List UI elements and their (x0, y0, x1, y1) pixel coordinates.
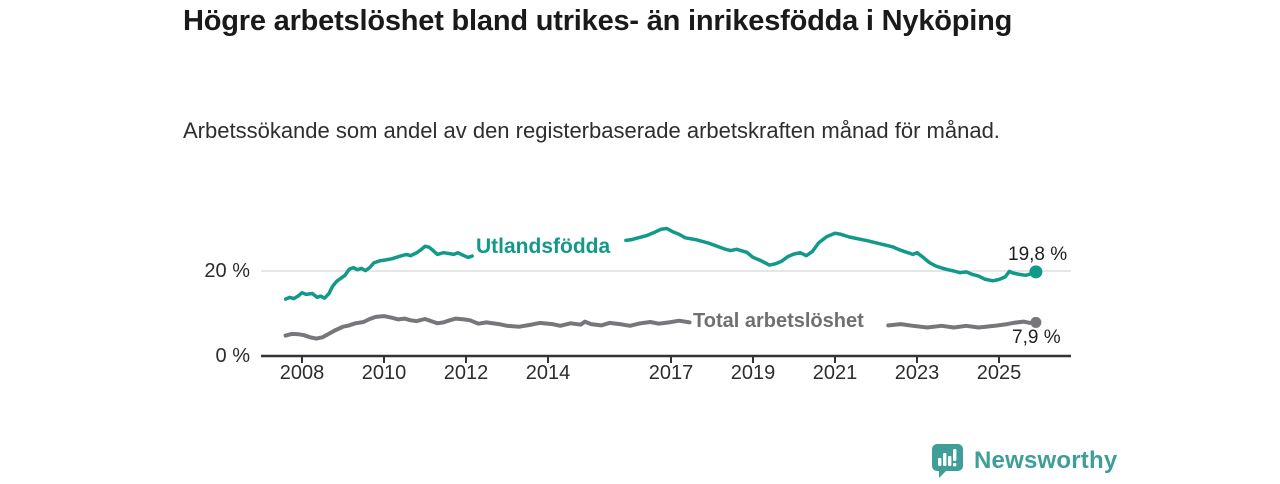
series-label-total-arbetsloshet: Total arbetslöshet (693, 310, 864, 332)
x-tick-label-2023: 2023 (894, 362, 940, 384)
x-tick-label-2014: 2014 (525, 362, 571, 384)
chart-subtitle: Arbetssökande som andel av den registerb… (183, 118, 1000, 143)
x-tick-label-2012: 2012 (443, 362, 489, 384)
x-tick-label-2010: 2010 (361, 362, 407, 384)
y-axis-label-20: 20 % (204, 260, 250, 282)
line-total (886, 319, 1038, 330)
end-dot-utlandsfodda (1029, 265, 1043, 279)
line-total (283, 314, 692, 341)
newsworthy-logo-icon (930, 443, 964, 479)
line-utlandsfodda (624, 226, 1038, 283)
x-tick-label-2021: 2021 (812, 362, 858, 384)
y-axis-label-0: 0 % (215, 345, 250, 367)
newsworthy-logo-text: Newsworthy (974, 447, 1118, 474)
x-tick-label-2017: 2017 (648, 362, 694, 384)
end-value-label-total: 7,9 % (1012, 327, 1061, 348)
x-tick-label-2019: 2019 (730, 362, 776, 384)
x-tick-label-2025: 2025 (976, 362, 1022, 384)
x-tick-label-2008: 2008 (279, 362, 325, 384)
newsworthy-logo: Newsworthy (930, 443, 1117, 479)
page-title: Högre arbetslöshet bland utrikes- än inr… (183, 5, 1013, 37)
end-value-label-utlandsfodda: 19,8 % (1008, 244, 1068, 265)
line-utlandsfodda (283, 244, 474, 301)
end-dot-total (1030, 316, 1042, 328)
series-label-utlandsfodda: Utlandsfödda (476, 235, 611, 258)
